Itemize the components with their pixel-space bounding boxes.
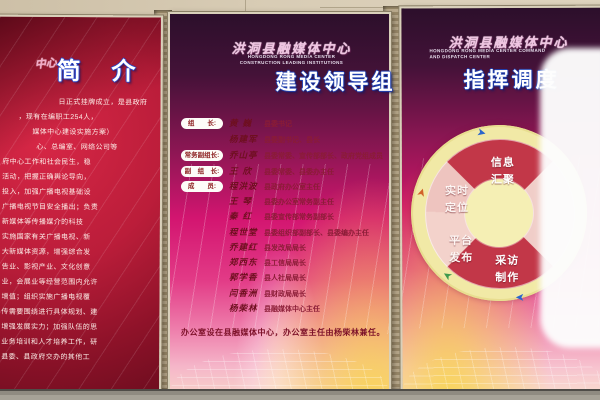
role-label-pill: 副 组 长: [181,166,223,177]
intro-poster-title: 简 介 [56,57,148,86]
wheel-segment-label: 实时定位 [444,185,470,215]
leader-row: 王 琴 县委办公室常务副主任 [170,196,389,208]
intro-line: 活动，把握正确舆论导向， [2,173,91,182]
leader-duty: 县委办公室常务副主任 [264,199,334,206]
leader-duty: 县工信局局长 [264,260,306,267]
gold-globe-grid-decor [402,346,600,392]
leading-group-poster: 洪洞县融媒体中心 HONGDONG RONG MEDIA CENTER CONS… [168,12,393,395]
leader-row: 郭学香 县人社局局长 [170,272,389,284]
wheel-segment-label: 平台发布 [449,235,474,265]
role-label-pill: 常务副组长: [181,150,223,161]
leader-duty: 县人社局局长 [264,275,306,282]
role-label-pill: 组 长: [181,118,223,129]
leader-row: 程世堂 县委组织部副部长、县委编办主任 [170,227,389,239]
leader-row: 组 长: 黄 巍 县委书记 [170,118,389,130]
leader-row: 成 员: 程洪波 县政府办公室主任 [170,181,389,193]
leader-name: 王 欣 [229,167,252,177]
wheel-segment-label: 信息汇聚 [490,156,515,187]
ray-lines-decor [170,164,389,334]
wall-tile-seam [245,0,246,11]
leader-name: 郑西东 [229,258,258,268]
leading-group-title: 建设领导组 [275,71,396,94]
leader-duty: 县委宣传部常务副部长 [264,214,334,221]
intro-line: 县委、县政府交办的其他工 [1,353,91,362]
floor-strip [0,389,600,400]
gold-globe-grid-decor [170,349,389,393]
cycle-arrow-icon: ➤ [515,290,525,303]
leader-name: 郭学香 [229,273,258,283]
intro-line: 投入，加强广播电视基础设 [2,188,91,197]
intro-line: 大新媒体资源，增强综合发 [1,248,91,257]
intro-line: 府中心工作和社会民生，稳 [2,158,92,167]
intro-poster: 中心 简 介 日正式挂牌成立，是县政府 ，现有在编职工254人， 媒体中心建设实… [0,14,163,397]
role-label-pill: 成 员: [181,181,223,192]
leader-name: 王 琴 [229,197,252,207]
intro-line: 业，会展业等经营范围内允许 [1,278,98,287]
leader-name: 黄 巍 [229,119,252,129]
leader-row: 秦 红 县委宣传部常务副部长 [170,211,389,223]
leader-name: 杨柴林 [229,304,258,314]
brand-english-line1: HONGDONG RONG MEDIA CENTER [247,54,336,59]
leader-duty: 县融媒体中心主任 [264,306,320,313]
leader-row: 乔建红 县发改局局长 [170,242,389,254]
intro-line: ，现有在编职工254人， [18,113,98,122]
intro-line: 新媒体等传播媒介的科技 [1,218,84,227]
leader-row: 副 组 长: 王 欣 县委常委、县委办主任 [170,166,389,178]
leader-name: 闫香洲 [229,289,258,299]
intro-body-text: 日正式挂牌成立，是县政府 ，现有在编职工254人， 媒体中心建设实施方案） 心、… [1,95,154,366]
leader-row: 闫香洲 县财政局局长 [170,288,389,300]
intro-line: 广播电视节目安全播出；负责 [1,203,99,212]
leader-name: 程洪波 [229,182,258,192]
leader-duty: 县财政局局长 [264,291,306,298]
intro-line: 增强发展实力；加强队伍的思 [1,323,98,332]
leader-duty: 县委副书记、县长 [264,137,320,144]
intro-line: 媒体中心建设实施方案） [32,128,114,137]
leader-name: 乔山亭 [229,151,258,161]
wheel-hub [464,178,534,248]
leader-name: 秦 红 [229,212,252,222]
intro-line: 日正式挂牌成立，是县政府 [58,98,148,107]
leader-row: 杨建军 县委副书记、县长 [170,134,389,146]
intro-line: 心、总编室、网络公司等 [36,143,118,152]
intro-line: 告业、影视产业、文化创意 [1,263,91,272]
leader-duty: 县发改局局长 [264,245,306,252]
brand-english-line2: CONSTRUCTION LEADING INSTITUTIONS [239,60,344,65]
leader-duty: 县委常委、县委办主任 [264,169,334,176]
leader-row: 杨柴林 县融媒体中心主任 [170,303,389,315]
leader-duty: 县委组织部副部长、县委编办主任 [264,230,369,237]
intro-line: 增值；组织实施广播电视覆 [1,293,91,302]
leader-row: 常务副组长: 乔山亭 县委常委、宣传部部长、政府党组成员 [170,150,389,162]
intro-line: 实施国家有关广播电视、新 [1,233,91,242]
leader-duty: 县政府办公室主任 [264,184,320,191]
wheel-segment-label: 采访制作 [495,254,520,285]
media-center-brand: 洪洞县融媒体中心 [231,42,352,57]
leader-duty: 县委常委、宣传部部长、政府党组成员 [264,153,383,160]
cycle-arrow-icon: ➤ [475,126,488,141]
office-note: 办公室设在县融媒体中心，办公室主任由杨柴林兼任。 [181,328,385,337]
leader-name: 程世堂 [229,228,258,238]
leader-row: 郑西东 县工信局局长 [170,257,389,269]
intro-line: 传需要围绕进行具体规划、建 [1,308,98,317]
intro-line: 业务培训和人才培养工作，研 [1,338,98,347]
leader-name: 乔建红 [229,243,258,253]
leader-name: 杨建军 [229,135,258,145]
photo-glare-highlight [540,48,600,348]
leader-duty: 县委书记 [264,121,292,128]
